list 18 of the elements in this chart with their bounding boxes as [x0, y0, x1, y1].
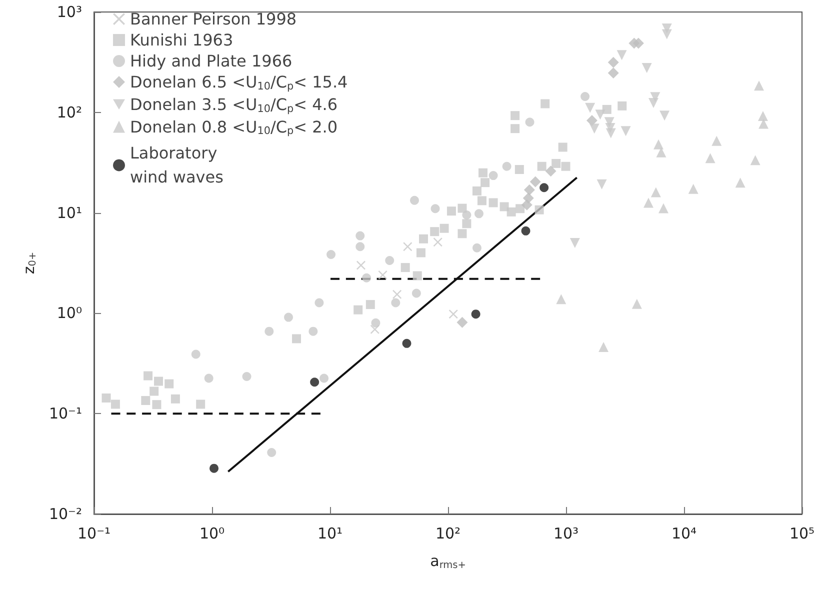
- x-tick-label: 10³: [553, 524, 579, 542]
- legend-label: Hidy and Plate 1966: [130, 52, 292, 70]
- legend-label: Banner Peirson 1998: [130, 10, 297, 28]
- legend-label: Laboratory wind waves: [130, 144, 224, 187]
- x-tick-label: 10⁴: [671, 524, 697, 542]
- x-tick-label: 10⁰: [199, 524, 225, 542]
- y-tick-label: 10⁰: [56, 304, 82, 322]
- y-tick-label: 10⁻²: [48, 505, 82, 523]
- x-tick-label: 10⁻¹: [77, 524, 111, 542]
- y-tick-label: 10³: [56, 3, 82, 21]
- y-tick-label: 10²: [56, 103, 82, 122]
- y-tick-label: 10⁻¹: [48, 404, 82, 423]
- x-tick-label: 10²: [435, 524, 461, 542]
- legend-label: Kunishi 1963: [130, 30, 234, 50]
- x-tick-label: 10¹: [317, 524, 343, 542]
- y-tick-label: 10¹: [56, 204, 82, 222]
- y-axis-title: z0+: [20, 252, 39, 274]
- x-tick-label: 10⁵: [789, 524, 815, 542]
